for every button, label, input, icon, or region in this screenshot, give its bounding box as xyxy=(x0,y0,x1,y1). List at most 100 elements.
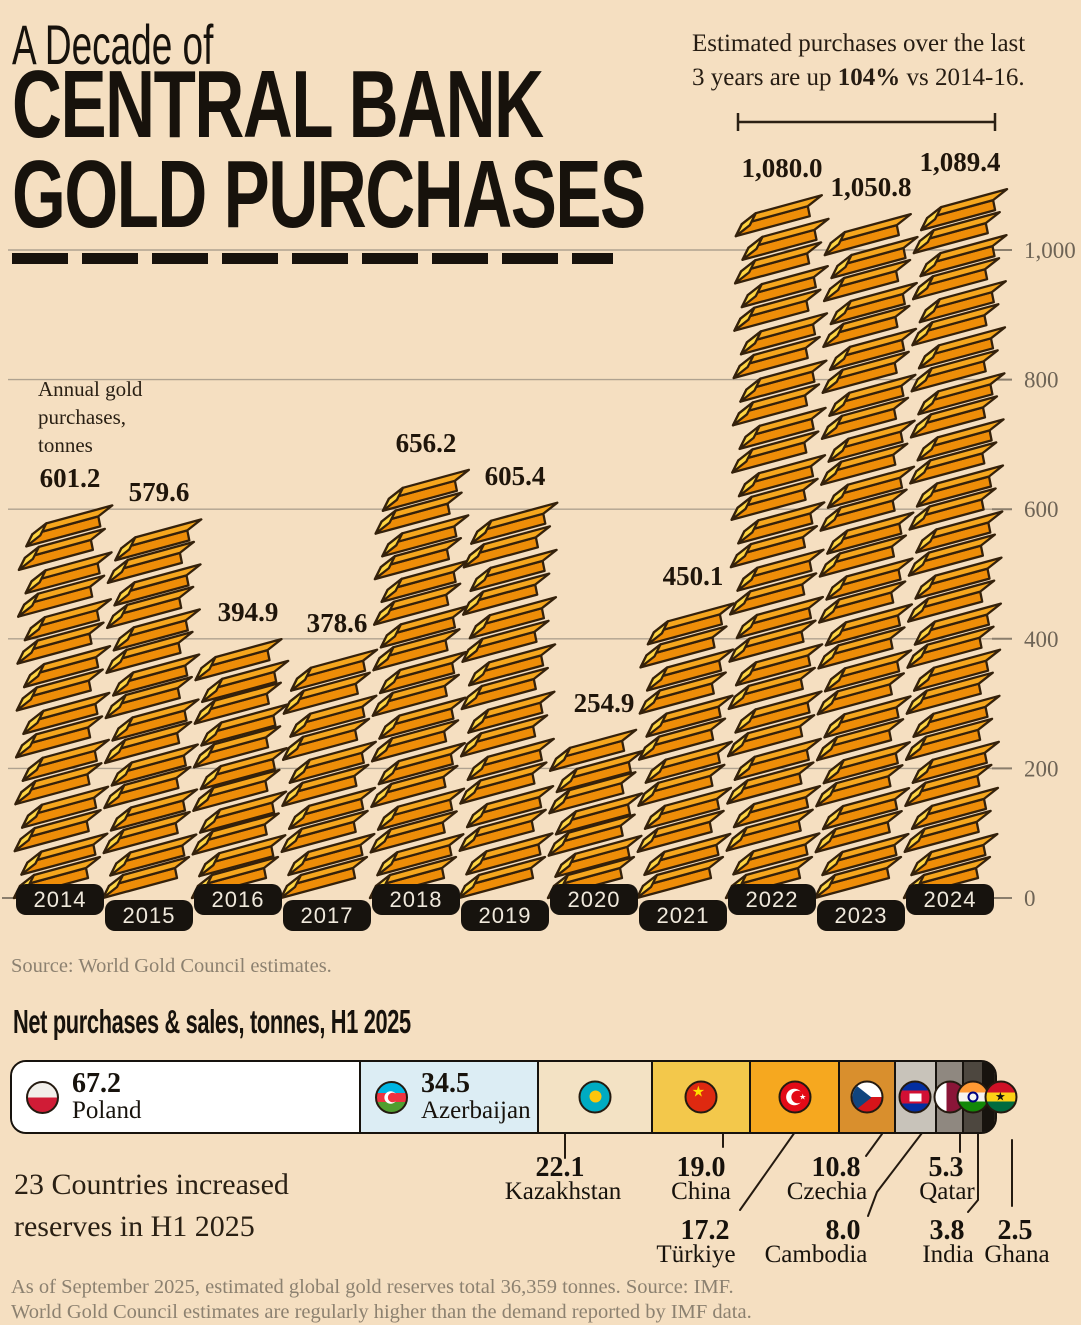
segment-name-poland: Poland xyxy=(72,1097,142,1124)
country-value-text-kazakhstan: 22.1 xyxy=(535,1152,585,1183)
gold-ingot-icon xyxy=(24,551,113,595)
kazakhstan-flag-icon xyxy=(578,1080,612,1114)
gold-ingot-icon xyxy=(381,468,471,512)
country-name-text-czechia: Czechia xyxy=(786,1178,868,1205)
gold-ingot-icon xyxy=(822,741,911,785)
gold-ingot-icon xyxy=(914,556,1003,600)
gold-ingot-icon xyxy=(379,605,469,649)
year-pill-2014: 2014 xyxy=(16,884,104,915)
gold-ingot-icon xyxy=(730,477,819,521)
gold-ingot-icon xyxy=(20,785,110,829)
year-pill-2018: 2018 xyxy=(372,884,460,915)
bottom-section-heading: Net purchases & sales, tonnes, H1 2025 xyxy=(13,1003,411,1040)
segment-value-azerbaijan: 34.5 xyxy=(420,1068,470,1099)
gold-ingot-icon xyxy=(915,464,1005,508)
gold-ingot-icon xyxy=(907,579,996,623)
ytick-label-600: 600 xyxy=(1024,497,1059,522)
gold-ingot-icon xyxy=(114,518,203,562)
bar-2021 xyxy=(635,602,736,900)
gold-ingot-icon xyxy=(645,694,734,738)
poland-flag-icon xyxy=(26,1080,59,1114)
value-label-2022: 1,080.0 xyxy=(741,153,823,184)
gold-ingot-icon xyxy=(381,514,470,558)
title-kicker: A Decade of xyxy=(12,13,214,76)
gold-ingot-icon xyxy=(910,349,999,393)
country-name-text-cambodia: Cambodia xyxy=(764,1241,868,1268)
ghana-flag-icon xyxy=(984,1080,1018,1114)
gold-ingot-icon xyxy=(824,603,914,647)
gold-ingot-icon xyxy=(201,659,290,704)
gold-ingot-icon xyxy=(111,698,200,742)
value-label-2018: 656.2 xyxy=(395,427,457,458)
bracket-annotation: Estimated purchases over the last 3 year… xyxy=(692,27,1081,95)
gold-ingot-icon xyxy=(828,373,917,417)
gold-ingot-icon xyxy=(554,834,643,878)
gold-ingot-icon xyxy=(465,832,554,876)
ytick-label-400: 400 xyxy=(1024,627,1059,652)
gold-ingot-icon xyxy=(906,625,995,669)
gold-ingot-icon xyxy=(815,764,904,808)
gold-ingot-icon xyxy=(101,855,191,900)
gold-ingot-icon xyxy=(734,643,824,687)
gold-ingot-icon xyxy=(903,809,992,854)
gold-ingot-icon xyxy=(467,690,556,734)
bar-2020 xyxy=(546,728,644,900)
country-value-cambodia: 8.0 xyxy=(826,1215,861,1247)
bar-2017 xyxy=(279,648,379,900)
gold-ingot-icon xyxy=(814,809,903,854)
year-pill-2020: 2020 xyxy=(550,884,638,915)
bar-2018 xyxy=(368,468,471,900)
country-value-china: 19.0 xyxy=(677,1152,726,1184)
country-name-ghana: Ghana xyxy=(984,1241,1049,1269)
gold-ingot-icon xyxy=(102,810,191,855)
gold-ingot-icon xyxy=(548,728,638,772)
gold-ingot-icon xyxy=(907,533,997,577)
gold-ingot-icon xyxy=(736,548,825,592)
gold-ingot-icon xyxy=(198,790,288,834)
gold-ingot-icon xyxy=(825,557,914,601)
gold-ingot-icon xyxy=(192,768,281,812)
country-value-text-china: 19.0 xyxy=(676,1152,726,1183)
ytick-label-0: 0 xyxy=(1024,886,1036,911)
gold-ingot-icon xyxy=(462,572,551,616)
country-name-india: India xyxy=(922,1241,973,1269)
gold-ingot-icon xyxy=(289,648,379,692)
bar-2023 xyxy=(813,212,919,900)
gold-ingot-icon xyxy=(823,212,912,257)
gold-ingot-icon xyxy=(287,786,377,831)
gold-ingot-icon xyxy=(909,395,999,439)
country-value-kazakhstan: 22.1 xyxy=(536,1152,585,1184)
gold-ingot-icon xyxy=(370,764,459,809)
gold-ingot-icon xyxy=(23,598,113,642)
gold-ingot-icon xyxy=(904,717,994,761)
country-value-czechia: 10.8 xyxy=(812,1152,861,1184)
gold-ingot-icon xyxy=(821,832,910,877)
gold-ingot-icon xyxy=(726,761,815,805)
gold-ingot-icon xyxy=(191,812,280,856)
gold-ingot-icon xyxy=(819,488,908,532)
gold-ingot-icon xyxy=(733,241,823,285)
segment-name-azerbaijan: Azerbaijan xyxy=(420,1097,531,1124)
country-value-turkiye: 17.2 xyxy=(681,1215,730,1247)
gold-ingot-icon xyxy=(739,359,828,403)
gold-ingot-icon xyxy=(287,832,376,877)
gold-ingot-icon xyxy=(821,786,911,831)
gold-ingot-icon xyxy=(461,619,550,663)
gold-ingot-icon xyxy=(112,608,201,652)
gold-ingot-icon xyxy=(639,625,728,669)
country-name-china: China xyxy=(671,1178,731,1206)
gold-ingot-icon xyxy=(822,258,912,303)
bar-2015 xyxy=(101,518,203,900)
range-bracket xyxy=(736,113,997,131)
gold-ingot-icon xyxy=(469,548,558,593)
gold-ingot-icon xyxy=(644,740,733,784)
gold-ingot-icon xyxy=(372,628,461,672)
gold-ingot-icon xyxy=(726,714,816,758)
year-pill-2021: 2021 xyxy=(639,900,727,931)
gold-ingot-icon xyxy=(912,694,1001,738)
gold-ingot-icon xyxy=(909,441,998,485)
gold-ingot-icon xyxy=(279,855,369,900)
gold-ingot-icon xyxy=(919,187,1009,232)
